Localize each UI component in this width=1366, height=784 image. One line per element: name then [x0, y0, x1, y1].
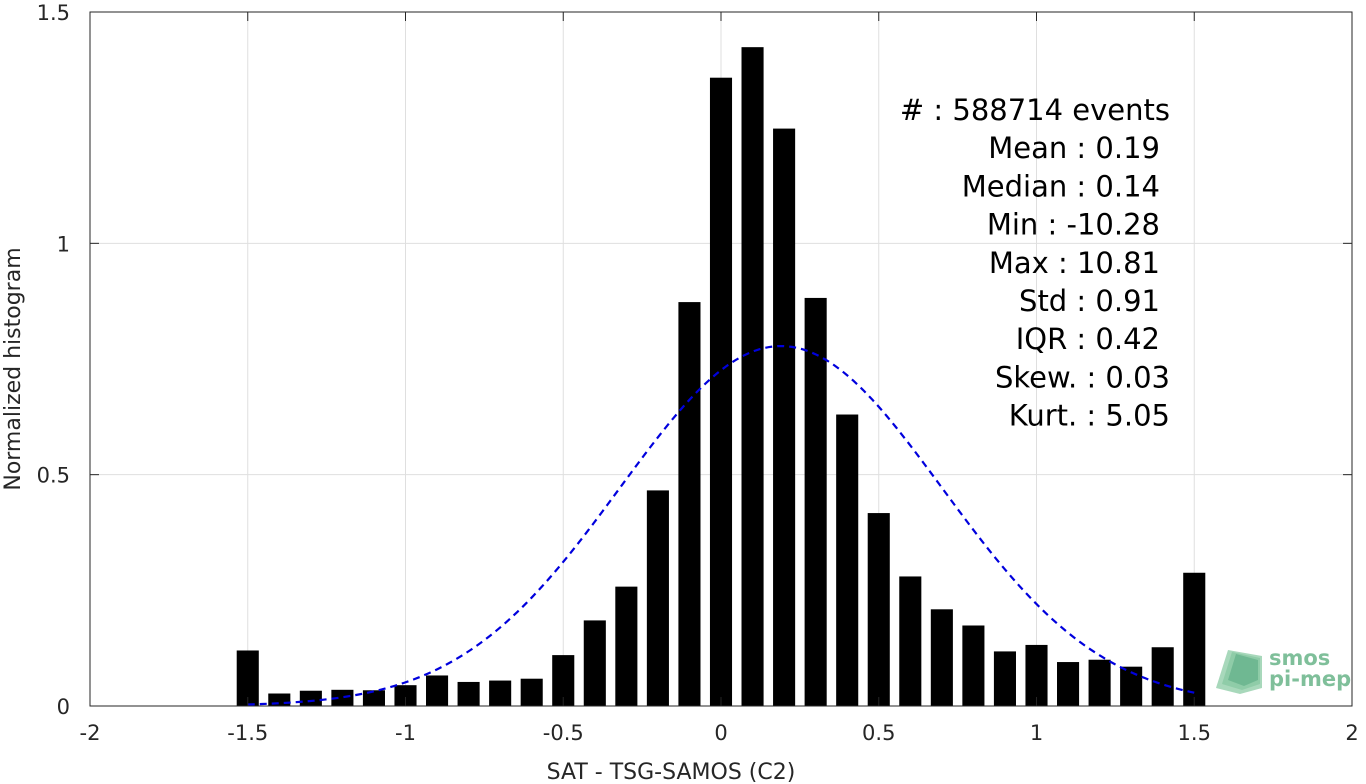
logo-text-pimep: pi-mep [1269, 667, 1351, 691]
bar [362, 690, 385, 706]
bar [709, 77, 733, 706]
x-tick-label: 0 [714, 721, 727, 745]
stat-line: # : 588714 events [900, 93, 1170, 127]
x-tick-label: -1 [395, 721, 416, 745]
stat-line: Median : 0.14 [962, 169, 1160, 203]
bar [867, 513, 890, 706]
x-tick-label: 0.5 [862, 721, 895, 745]
bar [299, 690, 322, 706]
x-tick-label: -1.5 [227, 721, 268, 745]
bar [773, 128, 796, 707]
bar [741, 47, 764, 707]
bar-series [236, 47, 1206, 707]
stat-line: Std : 0.91 [1019, 284, 1160, 318]
y-tick-label: 1 [57, 232, 70, 256]
stat-line: IQR : 0.42 [1016, 322, 1160, 356]
stat-line: Min : -10.28 [987, 208, 1160, 242]
y-tick-label: 0 [57, 695, 70, 719]
stat-line: Max : 10.81 [989, 246, 1160, 280]
x-axis-label: SAT - TSG-SAMOS (C2) [547, 760, 796, 784]
logo-icon [1216, 650, 1262, 694]
axis-ticks [89, 11, 1353, 707]
tick-labels: -2 -1.5 -1 -0.5 0 0.5 1 1.5 2 0 0.5 1 1.5 [37, 1, 1359, 745]
bar [520, 678, 543, 706]
bar [583, 620, 606, 706]
bar [836, 414, 859, 706]
bar [457, 681, 480, 706]
y-tick-label: 1.5 [37, 1, 70, 25]
bar [1120, 666, 1143, 706]
bar [426, 675, 449, 706]
x-tick-label: 2 [1345, 721, 1358, 745]
logo-text-smos: smos [1269, 646, 1330, 670]
bar [678, 302, 701, 706]
bar [804, 297, 827, 706]
bar [1088, 659, 1111, 706]
bar [1183, 572, 1206, 706]
bar [331, 689, 354, 706]
bar [1151, 647, 1174, 706]
bar [394, 685, 417, 706]
x-tick-label: -0.5 [543, 721, 584, 745]
bar [899, 576, 922, 706]
smos-pimep-logo: smos pi-mep [1216, 646, 1351, 694]
stat-line: Mean : 0.19 [988, 131, 1160, 165]
x-tick-label: 1 [1030, 721, 1043, 745]
normal-fit-curve [247, 344, 1195, 706]
bar [236, 650, 259, 706]
x-tick-label: -2 [80, 721, 101, 745]
bar [962, 625, 985, 706]
stat-line: Skew. : 0.03 [995, 360, 1170, 394]
bar [489, 680, 512, 706]
bar [552, 655, 575, 706]
bar [268, 693, 291, 706]
y-tick-label: 0.5 [37, 464, 70, 488]
bar [646, 490, 669, 706]
bar [615, 586, 638, 706]
bar [930, 609, 953, 706]
bar [993, 651, 1016, 706]
x-tick-label: 1.5 [1178, 721, 1211, 745]
bar [1025, 644, 1048, 706]
y-axis-label: Normalized histogram [1, 247, 26, 490]
bar [1057, 662, 1080, 706]
statistics-annotations: # : 588714 events Mean : 0.19 Median : 0.1… [900, 93, 1170, 433]
stat-line: Kurt. : 5.05 [1009, 399, 1170, 433]
